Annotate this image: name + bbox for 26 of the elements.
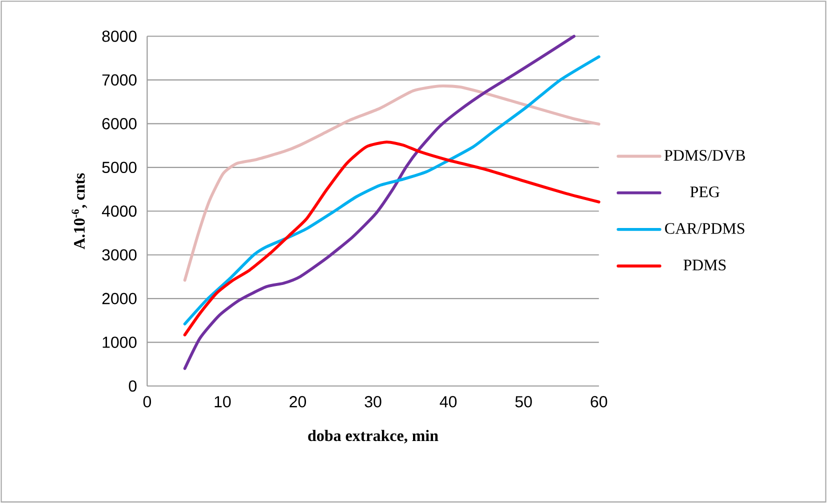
x-axis-title: doba extrakce, min [308,430,438,444]
x-tick-label: 50 [515,396,532,408]
y-tick-label: 6000 [102,118,137,130]
y-tick-label: 0 [128,380,137,392]
y-tick-label: 1000 [102,336,137,348]
line-series [183,84,600,282]
legend-label: PDMS [684,260,726,270]
line-series [183,140,600,336]
x-tick-label: 0 [143,396,152,408]
x-tick-label: 10 [214,396,231,408]
x-tick-label: 20 [290,396,306,408]
y-tick-label: 5000 [102,162,137,173]
x-tick-label: 60 [590,396,608,408]
y-tick-label: 7000 [102,74,137,86]
y-tick-label: 3000 [102,249,137,260]
x-tick-label: 30 [364,396,382,408]
y-tick-label: 4000 [102,205,137,217]
legend-label: CAR/PDMS [665,223,744,234]
legend-label: PEG [690,186,720,198]
y-tick-label: 2000 [102,292,137,304]
line-series [183,34,576,370]
y-tick-label: 8000 [102,30,137,42]
legend-label: PDMS/DVB [664,150,745,161]
y-axis-title: A.10$^{-6}$, cnts [72,173,88,250]
line-series [183,55,600,326]
x-tick-label: 40 [440,396,457,408]
